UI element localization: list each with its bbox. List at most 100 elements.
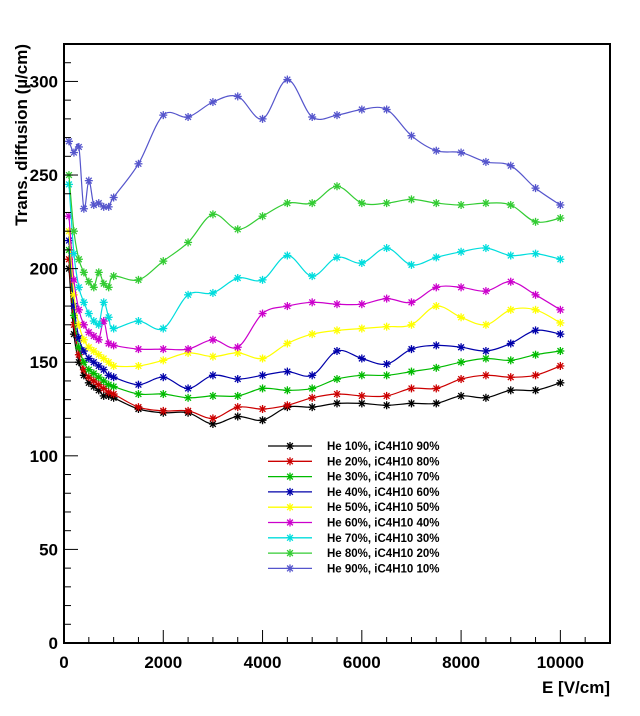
legend-label: He 20%, iC4H10 80%: [327, 456, 440, 468]
series-3: [64, 245, 565, 402]
data-point: [556, 305, 565, 314]
series-1: [64, 264, 565, 428]
data-point: [89, 317, 98, 326]
data-point: [481, 244, 490, 253]
data-point: [99, 365, 108, 374]
data-point: [333, 253, 341, 262]
data-point: [531, 305, 540, 314]
data-point: [208, 288, 217, 297]
data-point: [333, 399, 341, 408]
y-tick-label: 300: [30, 72, 58, 91]
data-point: [74, 305, 83, 314]
data-point: [69, 275, 78, 284]
data-point: [208, 98, 217, 107]
data-point: [109, 324, 118, 333]
data-point: [89, 358, 98, 367]
data-point: [94, 320, 103, 329]
data-point: [506, 251, 515, 260]
data-point: [432, 146, 441, 155]
data-point: [432, 283, 441, 292]
x-axis-title: E [V/cm]: [542, 678, 610, 697]
data-point: [286, 457, 294, 466]
data-point: [531, 386, 540, 395]
data-point: [382, 244, 391, 253]
data-point: [283, 251, 292, 260]
legend-label: He 30%, iC4H10 70%: [327, 472, 440, 484]
data-point: [99, 376, 108, 385]
data-point: [79, 320, 88, 329]
data-point: [258, 416, 267, 425]
data-point: [159, 373, 168, 382]
y-tick-label: 250: [30, 166, 58, 185]
data-point: [308, 393, 317, 402]
data-point: [407, 298, 416, 307]
legend-entry: He 70%, iC4H10 30%: [268, 533, 440, 545]
data-point: [432, 399, 441, 408]
data-point: [69, 148, 78, 157]
series-4: [64, 236, 565, 393]
data-point: [84, 176, 93, 185]
data-point: [258, 114, 267, 123]
data-point: [233, 412, 242, 421]
series-line: [68, 174, 561, 289]
data-point: [104, 202, 113, 211]
data-point: [333, 326, 341, 335]
data-point: [556, 330, 565, 339]
data-point: [457, 343, 466, 352]
data-point: [208, 391, 217, 400]
data-point: [283, 401, 292, 410]
data-point: [556, 214, 565, 223]
data-point: [531, 184, 540, 193]
y-tick-label: 50: [39, 540, 58, 559]
data-point: [89, 369, 98, 378]
data-point: [407, 195, 416, 204]
data-point: [69, 311, 78, 320]
data-point: [382, 199, 391, 208]
data-point: [382, 105, 391, 114]
data-point: [333, 390, 341, 399]
data-point: [109, 193, 118, 202]
data-point: [79, 335, 88, 344]
data-point: [64, 137, 73, 146]
data-point: [457, 200, 466, 209]
data-point: [233, 225, 242, 234]
data-point: [357, 259, 366, 268]
data-point: [283, 367, 292, 376]
data-point: [357, 105, 366, 114]
data-point: [407, 260, 416, 269]
data-point: [109, 382, 118, 391]
data-point: [432, 253, 441, 262]
data-point: [109, 361, 118, 370]
data-point: [481, 346, 490, 355]
data-point: [79, 358, 88, 367]
data-point: [382, 360, 391, 369]
data-point: [258, 405, 267, 414]
series-2: [64, 255, 565, 423]
y-tick-label: 0: [49, 634, 58, 653]
data-point: [84, 309, 93, 318]
data-point: [286, 564, 294, 573]
data-point: [233, 92, 242, 101]
data-point: [531, 217, 540, 226]
data-point: [233, 391, 242, 400]
data-point: [531, 290, 540, 299]
data-point: [382, 294, 391, 303]
data-point: [159, 257, 168, 266]
y-tick-label: 100: [30, 447, 58, 466]
data-point: [208, 371, 217, 380]
data-point: [94, 335, 103, 344]
data-point: [184, 113, 193, 122]
data-point: [84, 277, 93, 286]
x-tick-label: 0: [59, 653, 68, 672]
series-line: [68, 78, 561, 210]
series-9: [64, 75, 565, 213]
data-point: [109, 272, 118, 281]
data-point: [407, 367, 416, 376]
legend-entry: He 10%, iC4H10 90%: [268, 441, 440, 453]
data-point: [556, 361, 565, 370]
data-point: [74, 255, 83, 264]
data-point: [258, 371, 267, 380]
data-point: [481, 393, 490, 402]
data-point: [481, 287, 490, 296]
data-point: [89, 283, 98, 292]
